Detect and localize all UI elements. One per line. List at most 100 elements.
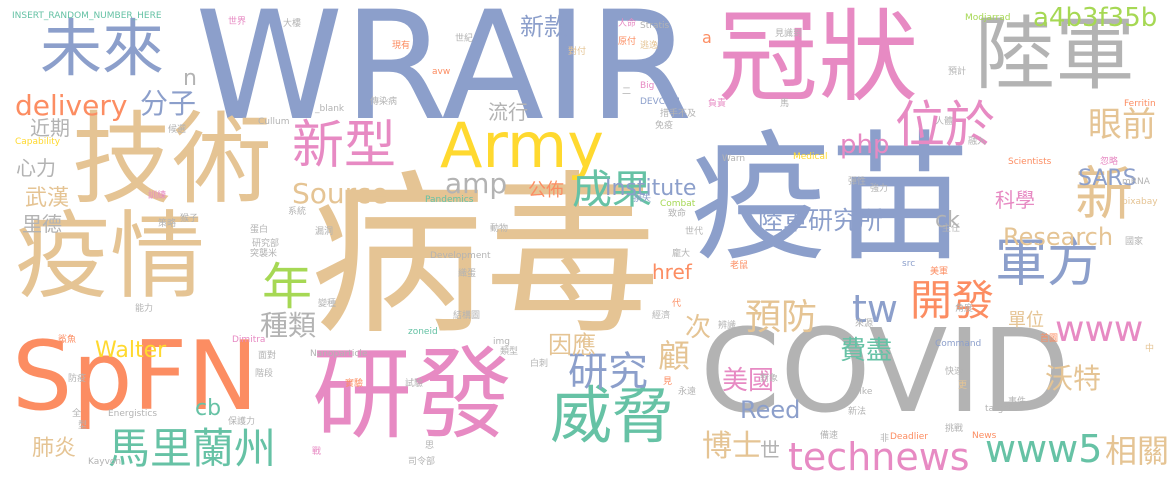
word-target: target [985, 404, 1013, 414]
word-renti: 人體 [935, 117, 954, 127]
word-meiguo: 美國 [722, 366, 775, 396]
word-jiaodu: 角度 [955, 304, 974, 314]
word-mianyi: 免疫 [655, 121, 674, 131]
word-shijian: 事件 [1008, 397, 1027, 407]
word-fei: 非 [880, 434, 890, 444]
word-army: Army [440, 109, 604, 182]
word-yiqing: 疫情 [15, 202, 206, 312]
word-energistics: Energistics [108, 409, 158, 419]
word-amp: amp [445, 167, 508, 200]
word-nian: 年 [262, 258, 312, 316]
word-meijun: 美軍 [930, 267, 949, 277]
word-xinkuan: 新款 [520, 13, 568, 41]
word-gongbu: 公佈 [528, 180, 564, 201]
word-fangyi: 防疫 [68, 374, 87, 384]
word-zhong: 中 [1145, 344, 1155, 354]
word-medical: Medical [793, 152, 828, 162]
word-baici: 白刺 [530, 359, 549, 369]
word-miandui: 面對 [258, 351, 277, 361]
word-source: Source [292, 177, 389, 210]
word-www5: www5 [985, 427, 1103, 471]
word-houxuan: 候選 [168, 125, 187, 135]
word-kayvon: Kayvon [88, 457, 122, 467]
word-xinfa: 新法 [848, 407, 867, 417]
word-kuaisu: 快速 [945, 367, 964, 377]
word-dimitra: Dimitra [232, 335, 266, 345]
word-blank: _blank [315, 104, 345, 114]
word-weixie: 威脅 [550, 379, 675, 452]
word-si: 思 [425, 441, 435, 451]
word-duifu: 對付 [568, 47, 587, 57]
word-pangda: 龐大 [672, 249, 691, 259]
word-insert-random: INSERT_RANDOM_NUMBER_HERE [12, 11, 162, 21]
word-spfn: SpFN [12, 322, 259, 432]
word-hulue: 忽略 [1100, 157, 1119, 167]
word-silingbu: 司令部 [408, 457, 436, 467]
word-renming: 人命 [618, 19, 637, 29]
word-qiangli: 強力 [870, 184, 889, 194]
word-wuhan: 武漢 [25, 186, 70, 211]
word-tw: tw [852, 287, 898, 331]
word-guanzhuang: 冠狀 [718, 0, 918, 116]
word-chengguo: 成果 [572, 167, 652, 213]
word-dai: 代 [672, 299, 682, 309]
word-jianshidao: 見識到 [775, 29, 803, 39]
word-malilanzhou: 馬里蘭州 [108, 424, 277, 473]
word-stratis: Stratis [640, 21, 670, 31]
word-combat: Combat [660, 199, 696, 209]
word-covid: COVID [700, 305, 1070, 439]
word-jieduan: 階段 [255, 369, 274, 379]
word-bianshi: 辨識 [718, 321, 737, 331]
word-xin: 新 [1075, 160, 1134, 228]
word-boshi: 博士 [702, 429, 762, 464]
word-danwei: 單位 [1008, 310, 1044, 331]
word-wote: 沃特 [1045, 362, 1102, 395]
word-cb: cb [195, 396, 222, 421]
word-geng: 更 [958, 381, 968, 391]
word-news: News [972, 431, 997, 441]
word-duixiang: 對象 [760, 374, 779, 384]
word-shoutu: 首圖 [1040, 334, 1059, 344]
word-guojia: 國家 [1125, 237, 1144, 247]
word-yufang: 預防 [745, 297, 818, 338]
word-feijin: 費盡 [840, 336, 893, 366]
word-fenzi: 分子 [140, 87, 197, 120]
word-xianyou: 現有 [392, 41, 411, 51]
word-zhiming: 致命 [668, 209, 687, 219]
word-beisu: 備速 [820, 431, 839, 441]
word-lujunyanjiusuo: 陸軍研究所 [758, 206, 884, 235]
word-modjarrad: Modjarrad [965, 13, 1011, 23]
word-lide: 里德 [22, 212, 62, 236]
word-yanfa: 研發 [312, 336, 512, 453]
word-shayu: 鯊魚 [58, 335, 77, 345]
word-spike: Spike [848, 387, 873, 397]
word-taoyi: 逃逸 [640, 41, 659, 51]
word-walter: Walter [95, 338, 167, 363]
word-a: a [702, 28, 712, 47]
word-chuanranbing: 傳染病 [370, 97, 398, 107]
word-pixabay: pixabay [1122, 197, 1158, 207]
word-zoneid: zoneid [408, 327, 438, 337]
word-tanxing: 彈性 [848, 177, 867, 187]
word-src: src [902, 259, 916, 269]
word-capability: Capability [15, 137, 61, 147]
word-pandemics: Pandemics [425, 195, 474, 205]
word-shiyan: 實驗 [345, 379, 364, 389]
word-jiegoutu: 結構圖 [453, 311, 481, 321]
word-zhidan: 織蛋 [458, 269, 477, 279]
word-xiangguan: 相關 [1105, 432, 1170, 470]
word-cuoshoubuji: 措手不及 [660, 109, 697, 119]
word-img: img [493, 337, 510, 347]
word-shijie: 世界 [228, 17, 247, 27]
word-jingji: 經濟 [652, 311, 671, 321]
word-n: n [183, 66, 197, 91]
word-jian: 見 [663, 377, 673, 387]
word-php: php [840, 130, 890, 160]
word-ci: 次 [685, 313, 712, 343]
word-mrna: mRNA [1122, 177, 1150, 187]
word-devcom: DEVCOM [640, 97, 680, 107]
word-gu: 顧 [658, 337, 691, 375]
word-shi: 世 [760, 438, 780, 462]
word-kexue: 科學 [995, 188, 1035, 212]
